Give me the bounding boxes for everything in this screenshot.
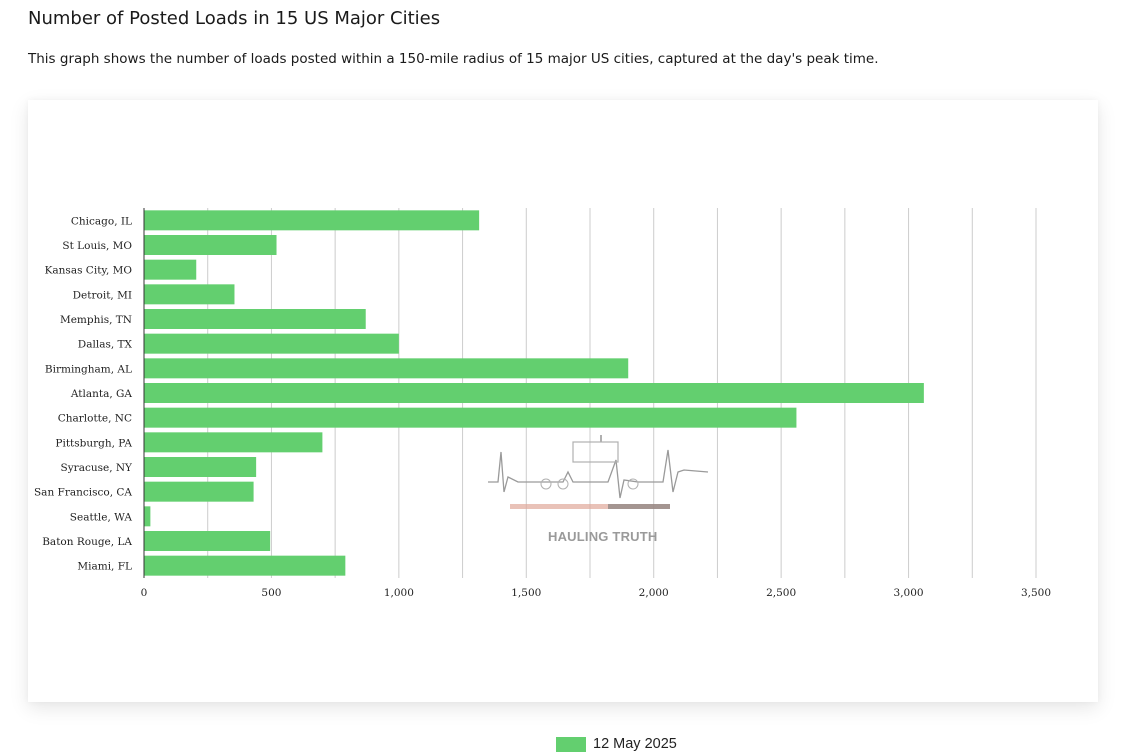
x-tick-label: 3,500 xyxy=(1021,587,1051,599)
bar[interactable] xyxy=(144,259,197,280)
x-tick-label: 0 xyxy=(141,587,148,599)
category-label: Dallas, TX xyxy=(78,339,133,351)
category-label: St Louis, MO xyxy=(62,240,132,252)
bar[interactable] xyxy=(144,432,323,453)
bars xyxy=(144,210,924,576)
category-labels: Chicago, IL St Louis, MO Kansas City, MO De… xyxy=(34,215,133,572)
x-tick-label: 2,000 xyxy=(639,587,669,599)
bar-chart: Chicago, IL St Louis, MO Kansas City, MO De… xyxy=(34,208,1051,599)
x-tick-label: 1,500 xyxy=(511,587,541,599)
legend-label: 12 May 2025 xyxy=(593,736,677,752)
category-label: Chicago, IL xyxy=(71,215,132,227)
x-tick-label: 2,500 xyxy=(766,587,796,599)
bar[interactable] xyxy=(144,333,399,354)
x-tick-label: 1,000 xyxy=(384,587,414,599)
bar[interactable] xyxy=(144,506,151,527)
category-label: Kansas City, MO xyxy=(45,265,133,277)
x-tick-labels: 0 500 1,000 1,500 2,000 2,500 3,000 3,500 xyxy=(141,587,1051,599)
legend-swatch xyxy=(556,736,586,752)
category-label: Detroit, MI xyxy=(73,289,132,301)
category-label: Miami, FL xyxy=(77,561,132,573)
bar[interactable] xyxy=(144,407,797,428)
page-title: Number of Posted Loads in 15 US Major Ci… xyxy=(28,8,441,29)
category-label: Pittsburgh, PA xyxy=(55,437,132,449)
bar[interactable] xyxy=(144,284,235,305)
category-label: Memphis, TN xyxy=(60,314,132,326)
category-label: Atlanta, GA xyxy=(70,388,133,400)
bar[interactable] xyxy=(144,235,277,255)
x-tick-label: 3,000 xyxy=(894,587,924,599)
category-label: Baton Rouge, LA xyxy=(42,536,132,548)
category-label: Syracuse, NY xyxy=(61,462,134,474)
x-tick-label: 500 xyxy=(261,587,281,599)
bar[interactable] xyxy=(144,383,924,403)
bar[interactable] xyxy=(144,531,271,551)
category-label: Seattle, WA xyxy=(70,511,133,523)
legend[interactable]: 12 May 2025 xyxy=(556,736,677,752)
bar[interactable] xyxy=(144,481,254,502)
category-label: Charlotte, NC xyxy=(58,413,132,425)
bar[interactable] xyxy=(144,457,257,477)
bar[interactable] xyxy=(144,210,480,231)
watermark-text: HAULING TRUTH xyxy=(548,529,658,544)
category-label: San Francisco, CA xyxy=(34,487,132,499)
category-label: Birmingham, AL xyxy=(45,363,132,375)
page-description: This graph shows the number of loads pos… xyxy=(28,51,879,67)
bar[interactable] xyxy=(144,358,629,379)
chart-card: Chicago, IL St Louis, MO Kansas City, MO De… xyxy=(28,100,1098,752)
bar[interactable] xyxy=(144,309,366,329)
bar[interactable] xyxy=(144,555,346,576)
